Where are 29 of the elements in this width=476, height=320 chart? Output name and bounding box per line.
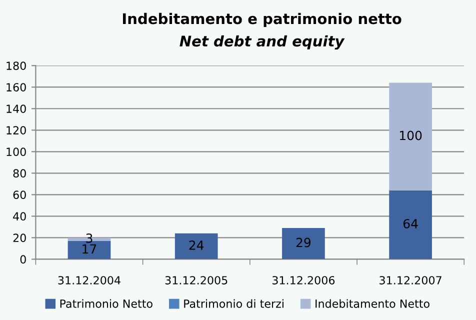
bar [389, 82, 432, 190]
y-tick-label: 40 [13, 212, 26, 221]
data-label: 100 [400, 130, 422, 140]
legend-label: Patrimonio di terzi [184, 299, 284, 308]
data-label: 3 [86, 233, 92, 243]
y-tick-label: 0 [20, 255, 26, 264]
x-tick-label: 31.12.2006 [272, 276, 335, 284]
y-tick-label: 140 [6, 104, 26, 113]
y-tick-label: 20 [13, 234, 26, 242]
legend-label: Indebitamento Netto [316, 299, 430, 308]
bar [389, 190, 432, 260]
data-label: 64 [403, 218, 418, 228]
y-tick-label: 100 [6, 148, 26, 156]
data-label: 29 [296, 238, 311, 248]
y-tick-label: 60 [13, 190, 26, 200]
bar [174, 233, 218, 260]
x-tick-label: 31.12.2004 [58, 276, 120, 284]
data-label: 24 [189, 240, 204, 250]
y-tick-label: 120 [6, 126, 26, 135]
chart-subtitle: Net debt and equity [180, 35, 345, 50]
chart-title: Indebitamento e patrimonio netto [123, 12, 402, 28]
x-tick-label: 31.12.2005 [165, 276, 228, 284]
data-label: 17 [82, 244, 96, 254]
x-tick-label: 31.12.2007 [380, 276, 442, 284]
bar [282, 228, 325, 260]
y-tick-label: 160 [6, 83, 26, 92]
y-tick-label: 80 [13, 169, 26, 178]
legend-label: Patrimonio Netto [60, 299, 152, 308]
y-tick-label: 180 [6, 62, 26, 70]
